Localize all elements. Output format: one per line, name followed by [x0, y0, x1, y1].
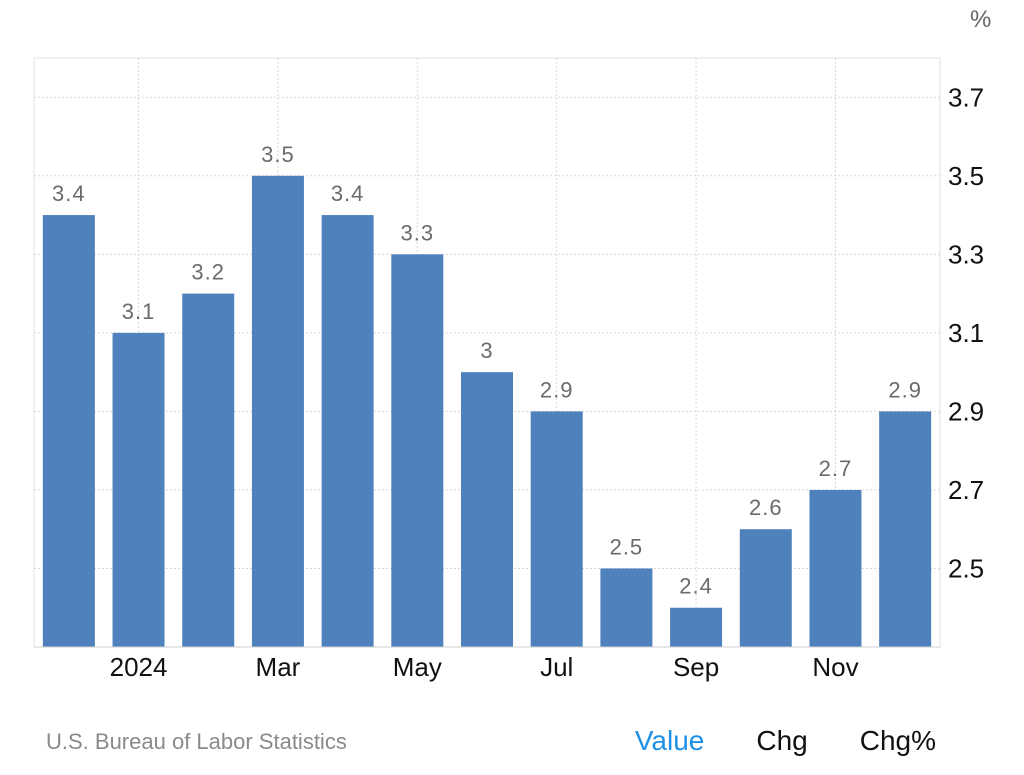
- bar[interactable]: [739, 529, 792, 647]
- chart-area: 2.5 2.7 2.9 3.1 3.3 3.5 3.7% 3.4 3.1 3.2 3.5 3.4 3.3…: [33, 6, 991, 682]
- data-label: 2.9: [540, 377, 574, 402]
- bar[interactable]: [112, 332, 165, 647]
- data-label: 3.4: [331, 181, 365, 206]
- bar[interactable]: [321, 215, 374, 648]
- bar[interactable]: [600, 568, 653, 647]
- x-tick-label: Sep: [673, 652, 719, 682]
- toggle-chg[interactable]: Chg: [756, 725, 808, 756]
- data-label: 2.4: [679, 574, 713, 599]
- data-label: 2.9: [888, 377, 922, 402]
- toggle-value[interactable]: Value: [634, 725, 705, 756]
- y-tick-label: 3.1: [948, 318, 984, 348]
- y-tick-label: 3.3: [948, 239, 984, 269]
- data-label: 3: [480, 338, 493, 363]
- bar[interactable]: [391, 254, 444, 648]
- x-tick-label: Mar: [256, 652, 301, 682]
- bar[interactable]: [461, 372, 513, 647]
- y-tick-label: 3.7: [948, 82, 984, 112]
- bar[interactable]: [42, 215, 95, 648]
- data-label: 3.2: [191, 260, 225, 285]
- bar[interactable]: [251, 175, 304, 648]
- bar[interactable]: [530, 411, 583, 647]
- source-label: U.S. Bureau of Labor Statistics: [46, 729, 347, 754]
- y-tick-label: 2.5: [948, 553, 984, 583]
- chart-footer: U.S. Bureau of Labor Statistics Value Ch…: [0, 715, 1024, 765]
- data-label: 2.7: [819, 456, 853, 481]
- data-label: 3.4: [52, 181, 86, 206]
- data-label: 3.3: [401, 220, 435, 245]
- data-label: 2.5: [610, 534, 644, 559]
- toggle-chg-percent[interactable]: Chg%: [859, 725, 936, 756]
- data-label: 2.6: [749, 495, 783, 520]
- y-tick-label: 2.7: [948, 475, 984, 505]
- bar[interactable]: [879, 411, 932, 647]
- bar[interactable]: [182, 293, 235, 647]
- bar-chart: 2.5 2.7 2.9 3.1 3.3 3.5 3.7% 3.4 3.1 3.2 3.5 3.4 3.3…: [33, 6, 991, 682]
- x-tick-label: Jul: [540, 652, 573, 682]
- bar[interactable]: [809, 489, 862, 647]
- y-axis-unit-label: %: [970, 6, 991, 33]
- y-tick-label: 2.9: [948, 396, 984, 426]
- x-tick-label: Nov: [812, 652, 858, 682]
- x-tick-label: May: [393, 652, 442, 682]
- y-tick-label: 3.5: [948, 161, 984, 191]
- bar[interactable]: [670, 607, 723, 647]
- view-toggle-group: Value Chg Chg%: [635, 725, 936, 757]
- data-label: 3.5: [261, 142, 295, 167]
- data-label: 3.1: [122, 299, 156, 324]
- x-tick-label: 2024: [110, 652, 168, 682]
